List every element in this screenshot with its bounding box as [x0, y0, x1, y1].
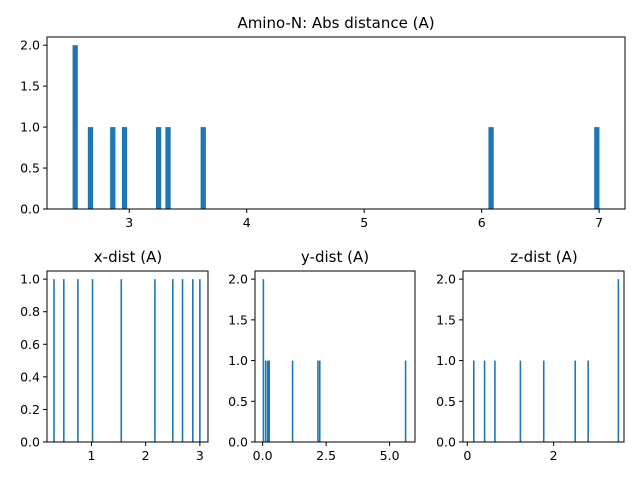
x-dist-y-tick-label: 0.6 — [20, 337, 40, 352]
z-dist-histogram: z-dist (A) 0 2 0.0 0.5 1.0 1.5 2.0 — [436, 248, 625, 463]
y-dist-bar — [268, 360, 271, 442]
abs-distance-title: Amino-N: Abs distance (A) — [237, 14, 434, 32]
x-dist-y-tick-label: 0.4 — [20, 369, 40, 384]
x-dist-x-tick-label: 2 — [142, 448, 150, 463]
abs-distance-y-tick-label: 1.0 — [20, 120, 40, 135]
y-dist-histogram: y-dist (A) 0.0 2.5 5.0 0.0 0.5 1.0 1.5 2.0 — [228, 248, 416, 463]
y-dist-bar — [317, 360, 319, 442]
x-dist-bar — [91, 279, 94, 442]
abs-distance-y-tick-label: 0.5 — [20, 161, 40, 176]
abs-distance-bar — [488, 127, 494, 209]
x-dist-bar — [199, 279, 201, 442]
z-dist-y-tick-label: 1.0 — [436, 353, 456, 368]
x-dist-bar — [181, 279, 184, 442]
abs-distance-bar — [72, 45, 78, 209]
abs-distance-bar — [87, 127, 94, 209]
y-dist-y-tick-label: 1.0 — [228, 353, 248, 368]
z-dist-x-tick-label: 2 — [550, 448, 558, 463]
abs-distance-histogram: Amino-N: Abs distance (A) 3 4 5 6 7 0.0 0.5 1.0… — [20, 14, 626, 230]
x-dist-y-tick-label: 0.8 — [20, 304, 40, 319]
abs-distance-y-tick-label: 1.5 — [20, 79, 40, 94]
y-dist-bar — [404, 360, 407, 442]
y-dist-bar — [266, 360, 269, 442]
z-dist-x-tick-label: 0 — [463, 448, 471, 463]
z-dist-y-tick-label: 0.5 — [436, 394, 456, 409]
z-dist-bar — [587, 360, 589, 442]
abs-distance-x-tick-label: 4 — [243, 215, 251, 230]
y-dist-y-tick-label: 0.5 — [228, 394, 248, 409]
abs-distance-bar — [165, 127, 171, 209]
y-dist-x-tick-label: 5.0 — [380, 448, 400, 463]
x-dist-title: x-dist (A) — [94, 248, 162, 266]
y-dist-bar — [264, 360, 267, 442]
z-dist-y-tick-label: 1.5 — [436, 312, 456, 327]
y-dist-x-tick-label: 0.0 — [253, 448, 273, 463]
y-dist-title: y-dist (A) — [301, 248, 369, 266]
z-dist-bar — [494, 360, 496, 442]
z-dist-bar — [519, 360, 522, 442]
x-dist-y-tick-label: 0.2 — [20, 402, 40, 417]
z-dist-bar — [472, 360, 475, 442]
abs-distance-axes-frame — [46, 36, 626, 210]
x-dist-histogram: x-dist (A) 1 2 3 0.0 0.2 0.4 0.6 0.8 1.0 — [20, 248, 209, 463]
x-dist-bar — [63, 279, 65, 442]
abs-distance-bar — [121, 127, 128, 209]
y-dist-axes-frame — [254, 270, 416, 443]
abs-distance-x-tick-label: 6 — [478, 215, 486, 230]
x-dist-axes-frame — [46, 270, 209, 443]
x-dist-bar — [192, 279, 194, 442]
abs-distance-y-tick-label: 2.0 — [20, 38, 40, 53]
z-dist-axes-frame — [462, 270, 625, 443]
y-dist-bar — [262, 279, 265, 442]
y-dist-y-tick-label: 2.0 — [228, 272, 248, 287]
abs-distance-y-tick-label: 0.0 — [20, 202, 40, 217]
abs-distance-bar — [200, 127, 206, 209]
x-dist-y-tick-label: 0.0 — [20, 435, 40, 450]
x-dist-bar — [53, 279, 55, 442]
abs-distance-x-tick-label: 3 — [125, 215, 133, 230]
z-dist-y-tick-label: 0.0 — [436, 435, 456, 450]
abs-distance-bar — [594, 127, 600, 209]
y-dist-y-tick-label: 1.5 — [228, 312, 248, 327]
y-dist-y-tick-label: 0.0 — [228, 435, 248, 450]
z-dist-bar — [574, 360, 577, 442]
z-dist-bar — [483, 360, 486, 442]
x-dist-y-tick-label: 1.0 — [20, 272, 40, 287]
z-dist-bar — [542, 360, 545, 442]
x-dist-bar — [154, 279, 156, 442]
abs-distance-x-tick-label: 5 — [360, 215, 368, 230]
x-dist-bar — [77, 279, 79, 442]
z-dist-bar — [617, 279, 620, 442]
x-dist-bar — [171, 279, 174, 442]
x-dist-bar — [120, 279, 123, 442]
x-dist-x-tick-label: 3 — [196, 448, 204, 463]
abs-distance-x-tick-label: 7 — [595, 215, 603, 230]
z-dist-y-tick-label: 2.0 — [436, 272, 456, 287]
abs-distance-bar — [110, 127, 116, 209]
y-dist-bar — [291, 360, 294, 442]
abs-distance-bar — [155, 127, 162, 209]
x-dist-x-tick-label: 1 — [87, 448, 95, 463]
z-dist-title: z-dist (A) — [510, 248, 577, 266]
y-dist-bar — [318, 360, 321, 442]
y-dist-x-tick-label: 2.5 — [316, 448, 336, 463]
